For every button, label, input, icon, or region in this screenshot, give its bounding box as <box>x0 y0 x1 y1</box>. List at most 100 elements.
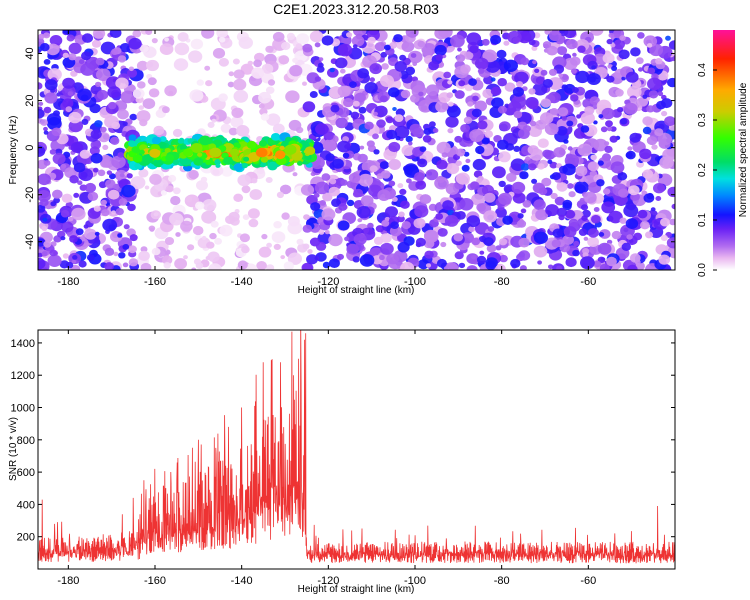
spectrogram-cell <box>589 96 600 105</box>
spectrogram-cell <box>522 200 532 208</box>
spectrogram-cell <box>337 140 351 153</box>
spectrogram-cell <box>73 192 80 198</box>
spectrogram-cell <box>47 68 62 81</box>
spectrogram-cell <box>261 63 274 74</box>
spectrogram-cell <box>376 173 384 180</box>
spectrogram-cell <box>330 119 337 126</box>
spectrogram-cell <box>605 120 613 128</box>
spectrogram-cell <box>227 81 235 88</box>
spectrogram-cell <box>650 207 656 212</box>
spectrogram-cell <box>466 265 478 270</box>
spectrogram-cell <box>582 252 589 258</box>
spectrogram-cell <box>52 189 63 199</box>
spectrogram-cell <box>627 85 642 99</box>
spectrogram-cell <box>460 64 471 74</box>
spectrogram-cell <box>313 192 320 198</box>
spectrogram-cell <box>275 150 286 160</box>
spectrogram-cell <box>542 41 552 49</box>
spectrogram-cell <box>139 149 145 155</box>
spectrogram-cell <box>532 60 537 65</box>
spectrogram-cell <box>517 213 524 219</box>
spectrogram-cell <box>572 249 580 257</box>
spectrogram-cell <box>247 60 253 66</box>
spectrogram-cell <box>469 129 484 143</box>
spectrogram-cell <box>266 113 281 126</box>
spectrogram-cell <box>342 136 349 143</box>
spectrogram-cell <box>246 140 257 149</box>
spectrogram-cell <box>93 205 101 212</box>
spectrogram-cell <box>615 89 624 97</box>
spectrogram-cell <box>470 181 480 190</box>
spectrogram-cell <box>272 123 285 134</box>
spectrogram-cell <box>44 79 58 91</box>
spectrogram-cell <box>369 165 378 173</box>
spectrogram-cell <box>455 160 462 166</box>
spectrogram-cell <box>175 232 181 237</box>
spectrogram-cell <box>57 230 66 238</box>
spectrogram-cell <box>591 214 601 224</box>
spectrogram-cell <box>107 86 121 99</box>
spectrogram-cell <box>164 37 170 42</box>
spectrogram-cell <box>656 100 666 110</box>
spectrogram-cell <box>280 255 286 260</box>
spectrogram-cell <box>490 77 496 82</box>
spectrogram-cell <box>172 159 180 166</box>
spectrogram-cell <box>415 237 426 247</box>
spectrogram-cell <box>481 137 490 145</box>
spectrogram-cell <box>520 208 527 214</box>
spectrogram-cell <box>637 32 645 39</box>
spectrogram-cell <box>466 215 481 228</box>
y-tick-label: 1200 <box>11 370 35 382</box>
spectrogram-cell <box>330 104 340 113</box>
spectrogram-cell <box>87 191 99 201</box>
spectrogram-cell <box>520 163 530 171</box>
spectrogram-cell <box>172 128 183 138</box>
spectrogram-cell <box>192 225 204 236</box>
spectrogram-cell <box>490 34 502 45</box>
spectrogram-cell <box>324 230 330 235</box>
spectrogram-cell <box>49 249 58 257</box>
spectrogram-cell <box>102 218 118 232</box>
spectrogram-cell <box>84 182 96 193</box>
spectrogram-cell <box>563 139 569 144</box>
spectrogram-cell <box>128 134 137 141</box>
spectrogram-cell <box>162 255 173 265</box>
spectrogram-cell <box>565 209 576 219</box>
spectrogram-cell <box>590 30 604 36</box>
spectrogram-cell <box>587 161 599 172</box>
spectrogram-cell <box>113 251 119 257</box>
spectrogram-cell <box>472 95 479 102</box>
spectrogram-cell <box>309 30 324 43</box>
spectrogram-cell <box>508 101 522 113</box>
spectrogram-cell <box>547 159 553 164</box>
spectrogram-cell <box>465 158 471 164</box>
snr-y-axis-label: SNR (10 * v/v) <box>8 417 19 481</box>
spectrogram-cell <box>485 60 500 73</box>
spectrogram-cell <box>586 73 601 85</box>
spectrogram-cell <box>610 43 616 48</box>
spectrogram-cell <box>46 43 60 56</box>
colorbar-tick-label: 0.1 <box>697 213 708 227</box>
spectrogram-cell <box>456 148 466 157</box>
spectrogram-cell <box>53 110 60 117</box>
spectrogram-cell <box>501 30 508 33</box>
spectrogram-cell <box>247 208 260 219</box>
spectrogram-cell <box>337 43 353 57</box>
spectrogram-cell <box>434 176 449 190</box>
spectrogram-cell <box>482 49 498 63</box>
colorbar-tick-label: 0.3 <box>697 113 708 127</box>
spectrogram-cell <box>413 218 426 229</box>
spectrogram-cell <box>639 148 652 160</box>
spectrogram-cell <box>82 33 93 43</box>
spectrogram-cell <box>119 173 125 178</box>
spectrogram-cell <box>471 193 485 206</box>
spectrogram-cell <box>239 233 250 243</box>
spectrogram-cell <box>528 39 536 46</box>
spectrogram-cell <box>617 172 628 181</box>
spectrogram-cell <box>230 148 240 157</box>
x-tick-label: -60 <box>580 276 596 288</box>
spectrogram-cell <box>80 63 95 76</box>
spectrogram-cell <box>369 77 375 83</box>
spectrogram-cell <box>306 254 318 265</box>
spectrogram-cell <box>78 260 87 268</box>
